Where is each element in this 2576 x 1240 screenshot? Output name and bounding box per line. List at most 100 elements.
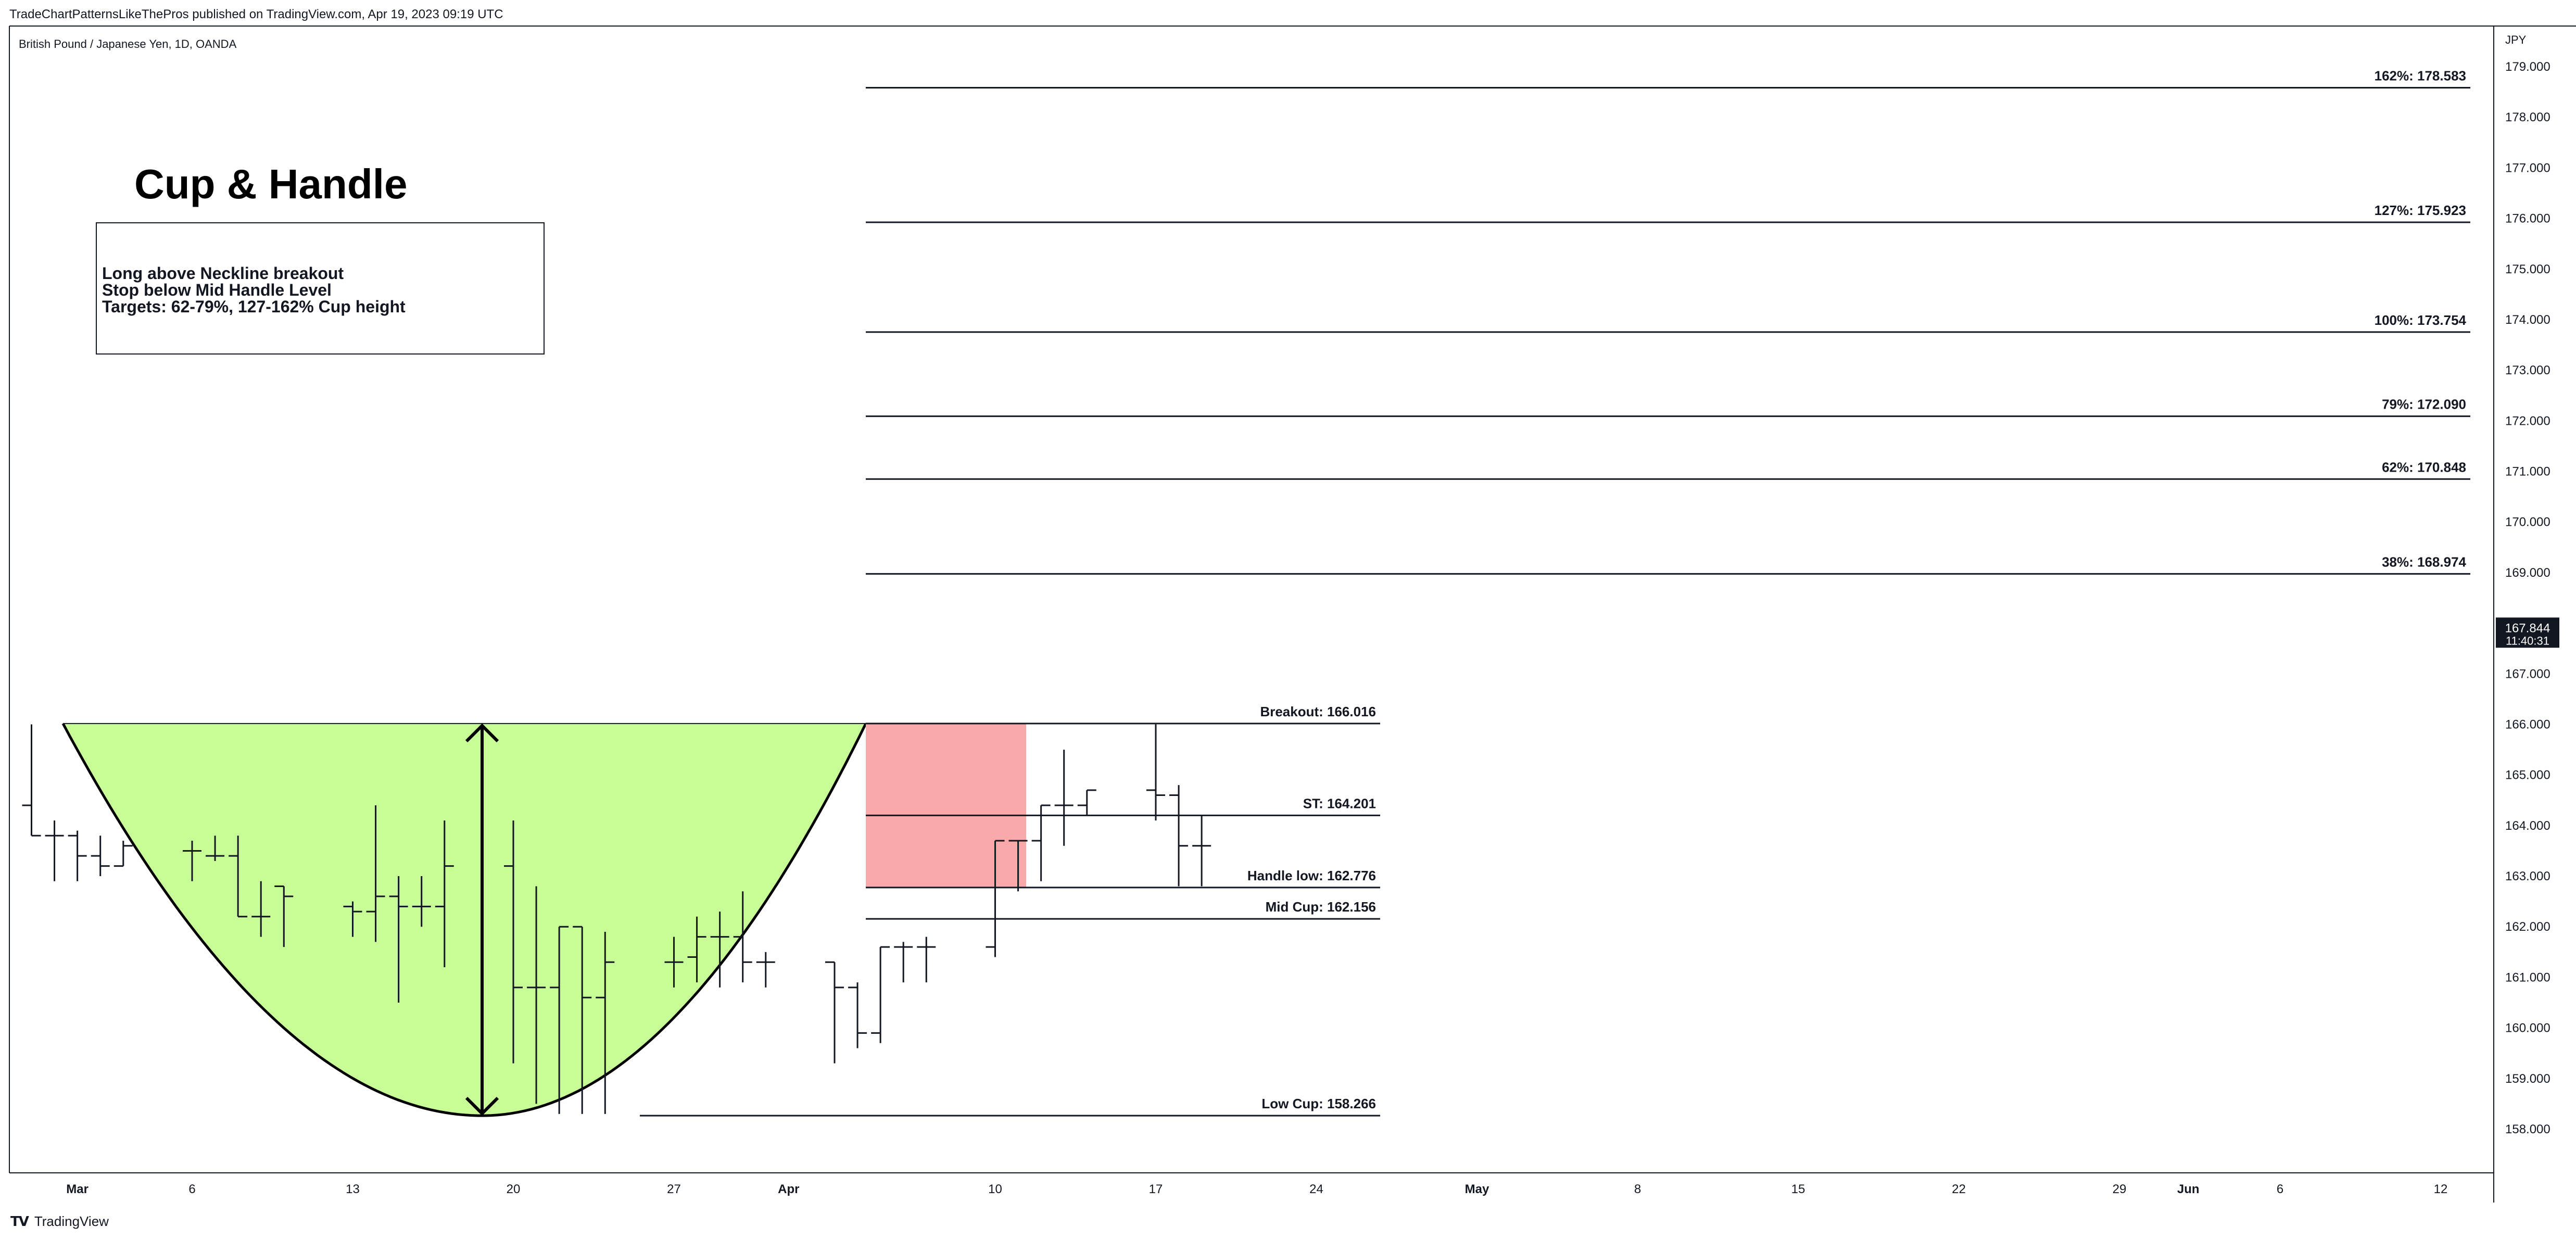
ohlc-bar (412, 876, 431, 927)
y-tick-label: 170.000 (2505, 515, 2550, 529)
x-tick-label: Apr (778, 1182, 799, 1196)
x-tick-label: 6 (2277, 1182, 2283, 1196)
y-tick-label: 163.000 (2505, 869, 2550, 883)
y-tick-label: 173.000 (2505, 363, 2550, 377)
ohlc-bar (550, 926, 569, 1114)
ohlc-bar (389, 876, 408, 1003)
ohlc-bar (894, 942, 913, 983)
cup-curve (61, 723, 867, 1117)
ohlc-bar (871, 946, 890, 1043)
ohlc-bar (986, 840, 1005, 957)
y-tick-label: 165.000 (2505, 768, 2550, 782)
y-tick-label: 178.000 (2505, 110, 2550, 124)
ohlc-bar (274, 885, 294, 947)
y-tick-label: 164.000 (2505, 819, 2550, 833)
x-tick-label: 22 (1952, 1182, 1966, 1196)
x-tick-label: Mar (66, 1182, 89, 1196)
ohlc-bar (113, 841, 133, 867)
ohlc-bar (206, 836, 225, 861)
y-tick-label: 167.000 (2505, 667, 2550, 681)
last-price-value: 167.844 (2505, 621, 2550, 635)
ohlc-bar (1054, 750, 1074, 846)
x-tick-label: 20 (507, 1182, 521, 1196)
level-label: 100%: 173.754 (2375, 312, 2467, 328)
bar-countdown: 11:40:31 (2506, 634, 2549, 647)
ohlc-bar (825, 961, 844, 1064)
arrow-head-down-icon (465, 1097, 499, 1116)
y-tick-label: 171.000 (2505, 465, 2550, 479)
level-label: 79%: 172.090 (2382, 397, 2466, 412)
ohlc-bar (527, 886, 546, 1104)
y-tick-label: 161.000 (2505, 970, 2550, 984)
x-tick-label: 24 (1309, 1182, 1323, 1196)
x-tick-label: 12 (2434, 1182, 2448, 1196)
y-tick-label: 158.000 (2505, 1122, 2550, 1136)
y-tick-label: 175.000 (2505, 262, 2550, 276)
arrow-head-up-icon (465, 723, 499, 743)
x-tick-label: 17 (1149, 1182, 1163, 1196)
ohlc-bar (251, 881, 271, 937)
x-tick-label: Jun (2177, 1182, 2200, 1196)
y-tick-label: 179.000 (2505, 60, 2550, 74)
x-tick-label: 29 (2113, 1182, 2127, 1196)
y-tick-label: 176.000 (2505, 212, 2550, 226)
level-label: 162%: 178.583 (2375, 68, 2466, 84)
y-tick-label: 177.000 (2505, 161, 2550, 175)
ohlc-bar (573, 926, 592, 1114)
currency-label: JPY (2505, 33, 2527, 46)
ohlc-bar (596, 931, 615, 1114)
x-tick-label: 27 (667, 1182, 681, 1196)
ohlc-bar (756, 952, 775, 988)
level-label: ST: 164.201 (1303, 795, 1376, 811)
level-label: Mid Cup: 162.156 (1266, 899, 1376, 915)
y-tick-label: 166.000 (2505, 717, 2550, 731)
y-tick-label: 169.000 (2505, 566, 2550, 580)
level-label: Handle low: 162.776 (1247, 868, 1376, 883)
tradingview-brand: TradingView (34, 1213, 109, 1229)
ohlc-bar (733, 891, 752, 983)
ohlc-bar (848, 982, 867, 1048)
handle-zone (866, 723, 1026, 888)
level-label: Breakout: 166.016 (1260, 704, 1376, 719)
ohlc-bar (710, 912, 729, 988)
ohlc-bar (366, 805, 385, 942)
level-label: Low Cup: 158.266 (1261, 1096, 1376, 1111)
ohlc-bar (917, 937, 936, 983)
level-label: 127%: 175.923 (2375, 203, 2466, 218)
ohlc-bar (435, 820, 454, 967)
ohlc-bar (91, 836, 110, 877)
ohlc-bar (1031, 804, 1051, 881)
ohlc-bar (504, 820, 523, 1064)
x-tick-label: 15 (1791, 1182, 1805, 1196)
x-tick-label: May (1465, 1182, 1489, 1196)
ohlc-bar (1146, 724, 1165, 821)
ohlc-bar (45, 820, 64, 881)
ohlc-bar (1169, 785, 1189, 887)
x-tick-label: 6 (188, 1182, 195, 1196)
ohlc-bar (1008, 840, 1028, 892)
ohlc-bar (229, 836, 248, 918)
note-line: Long above Neckline breakout (102, 264, 344, 283)
level-label: 38%: 168.974 (2382, 554, 2466, 570)
y-tick-label: 159.000 (2505, 1072, 2550, 1086)
y-tick-label: 160.000 (2505, 1021, 2550, 1035)
ohlc-bar (343, 901, 362, 937)
symbol-title[interactable]: British Pound / Japanese Yen, 1D, OANDA (19, 37, 237, 50)
publisher-line: TradeChartPatternsLikeThePros published … (9, 7, 503, 21)
notes-box[interactable]: Long above Neckline breakout Stop below … (96, 222, 545, 355)
y-tick-label: 172.000 (2505, 414, 2550, 428)
note-line: Stop below Mid Handle Level (102, 281, 332, 299)
pattern-title[interactable]: Cup & Handle (134, 161, 408, 207)
ohlc-bar (68, 830, 87, 881)
last-price-badge (2496, 617, 2559, 648)
tradingview-logo-icon: 𝗧𝗩 (10, 1213, 29, 1229)
x-tick-label: 13 (346, 1182, 360, 1196)
tradingview-logo[interactable]: 𝗧𝗩 TradingView (10, 1213, 109, 1230)
y-tick-label: 174.000 (2505, 313, 2550, 327)
cup-fill (63, 723, 866, 1116)
y-tick-label: 162.000 (2505, 920, 2550, 934)
x-tick-label: 10 (988, 1182, 1002, 1196)
ohlc-bar (1077, 789, 1096, 816)
ohlc-bar (664, 937, 684, 988)
